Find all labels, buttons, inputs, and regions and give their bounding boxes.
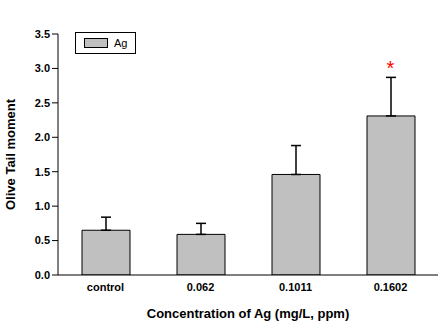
svg-text:3.5: 3.5	[35, 28, 50, 40]
svg-text:Concentration of Ag (mg/L, ppm: Concentration of Ag (mg/L, ppm)	[147, 306, 349, 321]
svg-text:0.062: 0.062	[187, 281, 215, 293]
svg-text:0.0: 0.0	[35, 269, 50, 281]
svg-text:0.5: 0.5	[35, 234, 50, 246]
svg-text:0.1011: 0.1011	[279, 281, 312, 293]
svg-text:control: control	[87, 281, 124, 293]
svg-text:Olive Tail moment: Olive Tail moment	[8, 98, 18, 210]
svg-text:2.0: 2.0	[35, 131, 50, 143]
svg-text:1.0: 1.0	[35, 200, 50, 212]
html-text:Ag: Ag	[114, 37, 128, 49]
svg-text:*: *	[387, 57, 395, 79]
svg-text:2.5: 2.5	[35, 97, 50, 109]
svg-text:3.0: 3.0	[35, 62, 50, 74]
svg-text:1.5: 1.5	[35, 166, 50, 178]
svg-text:0.1602: 0.1602	[374, 281, 408, 293]
